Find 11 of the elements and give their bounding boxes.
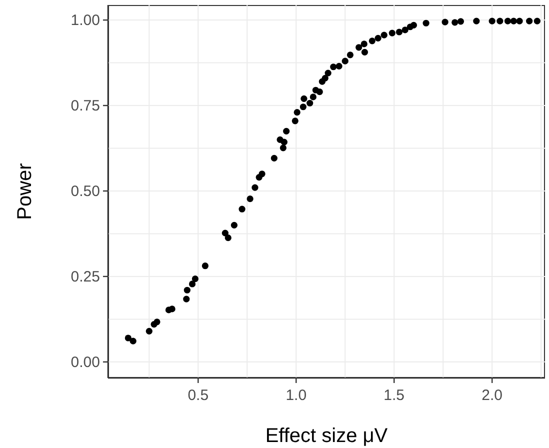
- y-tick-label: 0.25: [70, 268, 100, 286]
- x-tick-label: 0.5: [188, 387, 209, 404]
- y-tick-label: 0.50: [70, 182, 100, 200]
- y-tick-label: 0.00: [70, 354, 100, 371]
- x-axis-title: Effect size μV: [265, 425, 388, 447]
- y-axis-title: Power: [14, 162, 36, 220]
- x-tick-label: 1.0: [286, 387, 307, 404]
- x-tick-label: 1.5: [384, 387, 405, 404]
- x-tick-label: 2.0: [482, 387, 503, 404]
- y-tick-label: 1.00: [70, 12, 100, 30]
- y-tick-label: 0.75: [70, 98, 100, 115]
